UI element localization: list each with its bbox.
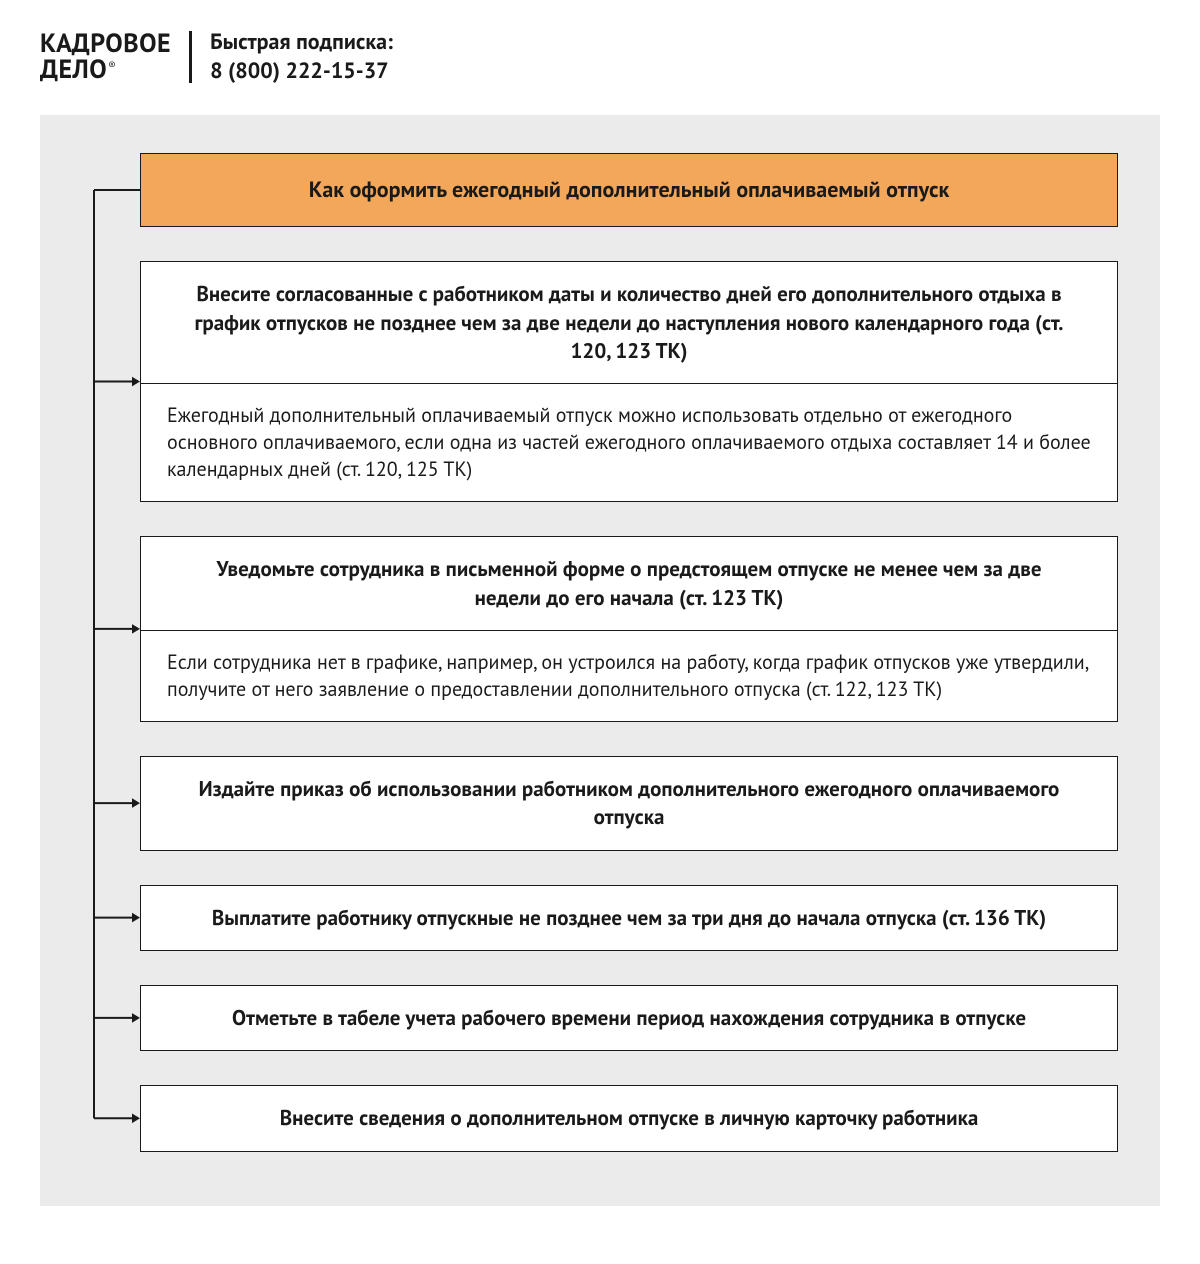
logo-line2: ДЕЛО [40,57,171,83]
flow-step-4: Выплатите работнику отпускные не позднее… [140,885,1118,951]
flow-step-header: Внесите согласованные с работником даты … [141,262,1117,383]
flowchart-canvas: Как оформить ежегодный дополнительный оп… [40,115,1160,1205]
flow-step-2: Уведомьте сотрудника в письменной форме … [140,536,1118,722]
flow-step-1: Внесите согласованные с работником даты … [140,261,1118,502]
brand-logo: КАДРОВОЕ ДЕЛО [40,31,171,83]
flow-step-6: Внесите сведения о дополнительном отпуск… [140,1085,1118,1151]
flow-title: Как оформить ежегодный дополнительный оп… [140,153,1118,227]
flow-step-header: Внесите сведения о дополнительном отпуск… [141,1086,1117,1150]
flow-step-note: Если сотрудника нет в графике, например,… [141,630,1117,721]
flow-step-3: Издайте приказ об использовании работник… [140,756,1118,851]
subscribe-block: Быстрая подписка: 8 (800) 222-15-37 [210,28,393,85]
header-divider [189,31,192,83]
flow-step-header: Выплатите работнику отпускные не позднее… [141,886,1117,950]
flow-step-note: Ежегодный дополнительный оплачиваемый от… [141,383,1117,501]
flow-step-header: Издайте приказ об использовании работник… [141,757,1117,850]
flow-step-header: Отметьте в табеле учета рабочего времени… [141,986,1117,1050]
flow-step-5: Отметьте в табеле учета рабочего времени… [140,985,1118,1051]
flow-step-header: Уведомьте сотрудника в письменной форме … [141,537,1117,630]
subscribe-label: Быстрая подписка: [210,28,393,57]
page-header: КАДРОВОЕ ДЕЛО Быстрая подписка: 8 (800) … [0,0,1200,105]
subscribe-phone: 8 (800) 222-15-37 [210,57,393,86]
flow-container: Как оформить ежегодный дополнительный оп… [82,153,1118,1151]
steps-column: Как оформить ежегодный дополнительный оп… [140,153,1118,1151]
